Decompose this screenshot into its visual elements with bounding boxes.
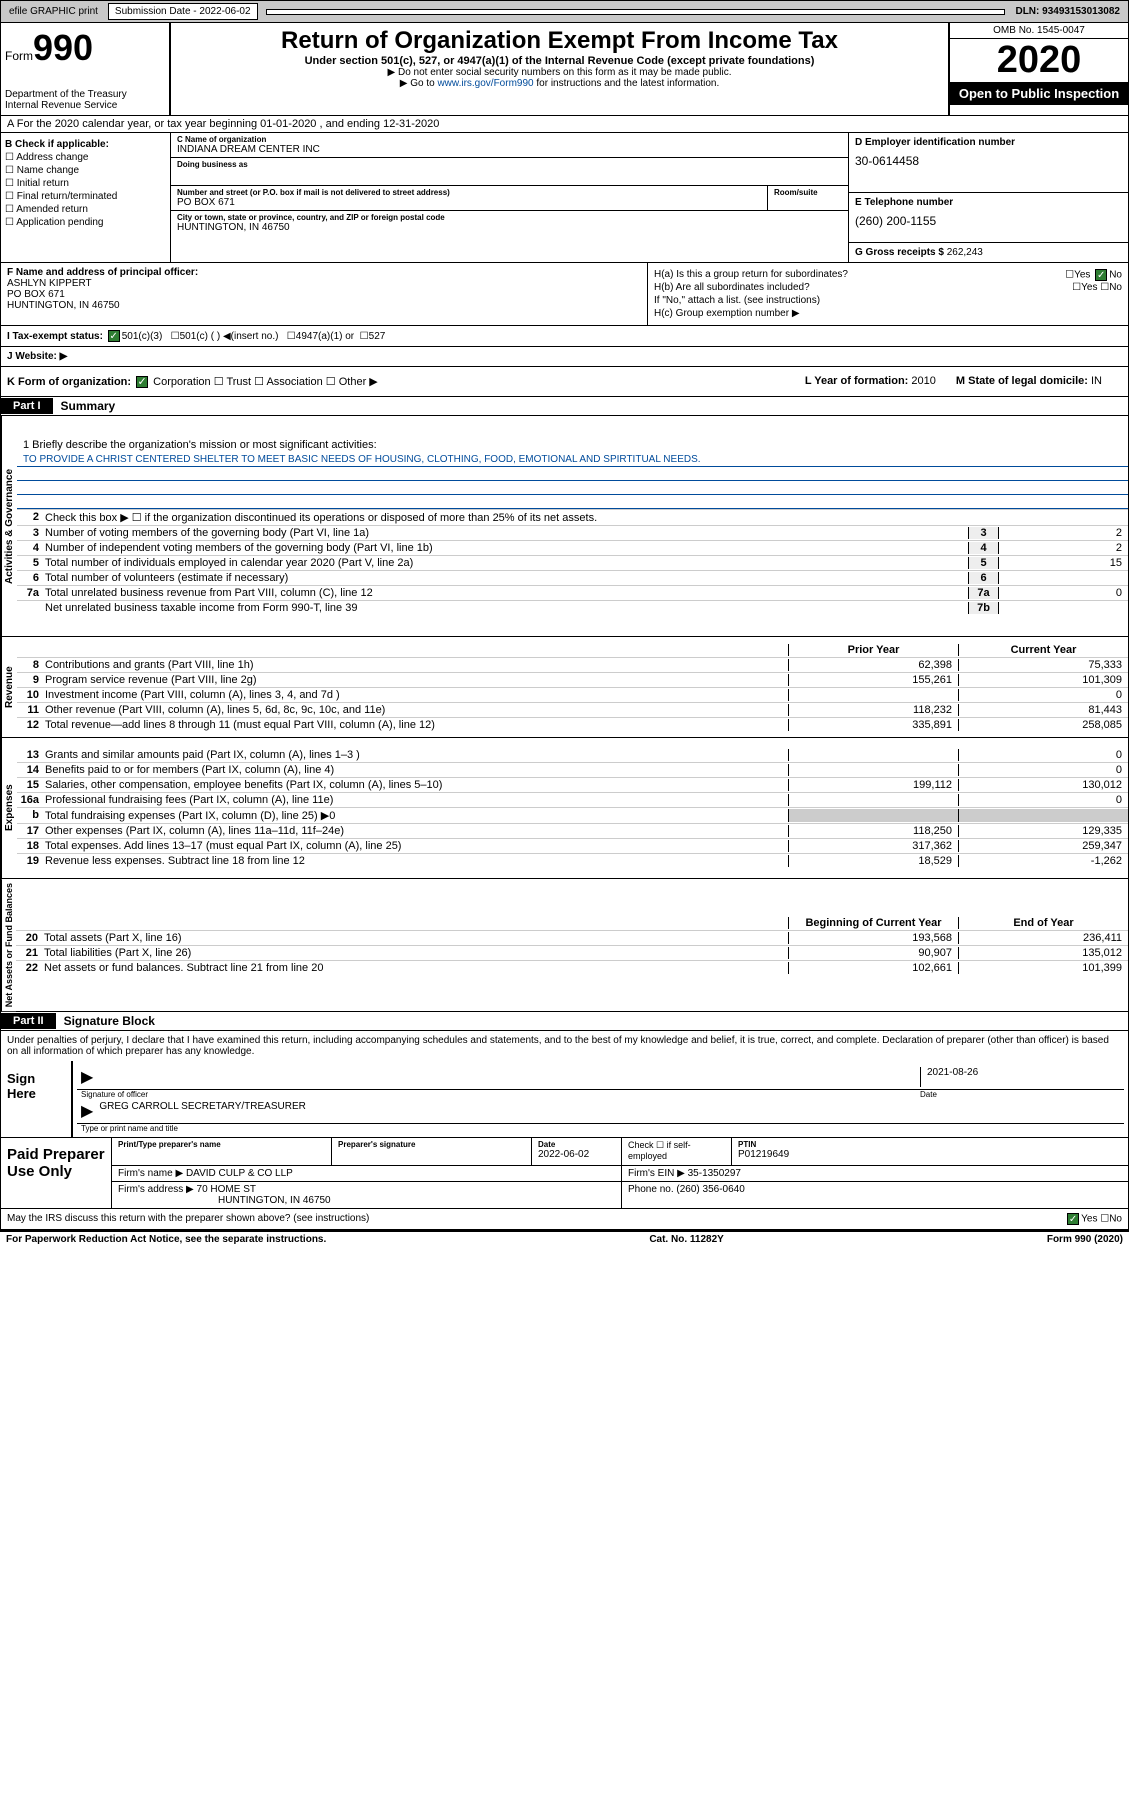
cb-final[interactable]: ☐ Final return/terminated: [5, 191, 166, 202]
arrow-icon: ▶: [81, 1067, 93, 1087]
blank-field: [266, 9, 1006, 15]
street: PO BOX 671: [177, 197, 761, 208]
mission-text: TO PROVIDE A CHRIST CENTERED SHELTER TO …: [17, 453, 1128, 467]
signature-block: Under penalties of perjury, I declare th…: [0, 1031, 1129, 1230]
sign-here-label: Sign Here: [1, 1061, 71, 1137]
page-footer: For Paperwork Reduction Act Notice, see …: [0, 1230, 1129, 1247]
org-name: INDIANA DREAM CENTER INC: [177, 144, 842, 155]
omb-number: OMB No. 1545-0047: [950, 23, 1128, 39]
no-checked-icon: ✓: [1095, 269, 1107, 281]
form-number: Form990: [5, 27, 165, 69]
paid-preparer: Paid Preparer Use Only Print/Type prepar…: [1, 1137, 1128, 1208]
na-tab: Net Assets or Fund Balances: [1, 879, 16, 1011]
col-h: H(a) Is this a group return for subordin…: [648, 263, 1128, 325]
discuss-row: May the IRS discuss this return with the…: [1, 1208, 1128, 1229]
public-inspection: Open to Public Inspection: [950, 82, 1128, 105]
exp-tab: Expenses: [1, 738, 17, 878]
note-1: ▶ Do not enter social security numbers o…: [175, 67, 944, 78]
dept-label: Department of the Treasury: [5, 89, 165, 100]
city: HUNTINGTON, IN 46750: [177, 222, 842, 233]
dba-box: Doing business as: [171, 158, 848, 186]
header-left: Form990 Department of the Treasury Inter…: [1, 23, 171, 115]
gross-receipts: G Gross receipts $ 262,243: [849, 243, 1128, 262]
header-right: OMB No. 1545-0047 2020 Open to Public In…: [948, 23, 1128, 115]
org-name-box: C Name of organization INDIANA DREAM CEN…: [171, 133, 848, 158]
phone-value: (260) 200-1155: [855, 214, 1122, 228]
col-f-officer: F Name and address of principal officer:…: [1, 263, 648, 325]
row-j-website: J Website: ▶: [0, 347, 1129, 367]
arrow-icon: ▶: [81, 1101, 93, 1121]
address-row: Number and street (or P.O. box if mail i…: [171, 186, 848, 235]
officer-signature: GREG CARROLL SECRETARY/TREASURER: [99, 1101, 306, 1121]
revenue-section: Revenue Prior YearCurrent Year 8Contribu…: [0, 637, 1129, 738]
yes-checked-icon: ✓: [1067, 1213, 1079, 1225]
col-c: C Name of organization INDIANA DREAM CEN…: [171, 133, 848, 262]
header-mid: Return of Organization Exempt From Incom…: [171, 23, 948, 115]
note-2: ▶ Go to www.irs.gov/Form990 for instruct…: [175, 78, 944, 89]
rev-tab: Revenue: [1, 637, 17, 737]
form990-link[interactable]: www.irs.gov/Form990: [437, 78, 533, 89]
cb-amended[interactable]: ☐ Amended return: [5, 204, 166, 215]
col-d-e-g: D Employer identification number 30-0614…: [848, 133, 1128, 262]
row-a-period: A For the 2020 calendar year, or tax yea…: [0, 116, 1129, 133]
501c3-checked-icon: ✓: [108, 330, 120, 342]
governance-section: Activities & Governance 1 Briefly descri…: [0, 416, 1129, 637]
top-bar: efile GRAPHIC print Submission Date - 20…: [0, 0, 1129, 23]
form-title: Return of Organization Exempt From Incom…: [175, 27, 944, 55]
irs-label: Internal Revenue Service: [5, 100, 165, 111]
cb-name[interactable]: ☐ Name change: [5, 165, 166, 176]
cb-address[interactable]: ☐ Address change: [5, 152, 166, 163]
corp-checked-icon: ✓: [136, 376, 148, 388]
cb-application[interactable]: ☐ Application pending: [5, 217, 166, 228]
row-i-tax-status: I Tax-exempt status: ✓ 501(c)(3) ☐ 501(c…: [0, 326, 1129, 347]
expenses-section: Expenses 13Grants and similar amounts pa…: [0, 738, 1129, 879]
submission-date: Submission Date - 2022-06-02: [108, 3, 258, 20]
cb-initial[interactable]: ☐ Initial return: [5, 178, 166, 189]
section-f-h: F Name and address of principal officer:…: [0, 263, 1129, 326]
officer-name: ASHLYN KIPPERT: [7, 278, 641, 289]
part1-header: Part I Summary: [0, 397, 1129, 416]
efile-label[interactable]: efile GRAPHIC print: [3, 4, 104, 19]
col-b-checkboxes: B Check if applicable: ☐ Address change …: [1, 133, 171, 262]
form-header: Form990 Department of the Treasury Inter…: [0, 23, 1129, 116]
phone-box: E Telephone number (260) 200-1155: [849, 193, 1128, 243]
b-label: B Check if applicable:: [5, 139, 166, 150]
perjury-declaration: Under penalties of perjury, I declare th…: [1, 1031, 1128, 1061]
gov-tab: Activities & Governance: [1, 416, 17, 636]
section-b-to-g: B Check if applicable: ☐ Address change …: [0, 133, 1129, 263]
netassets-section: Net Assets or Fund Balances Beginning of…: [0, 879, 1129, 1012]
ein-box: D Employer identification number 30-0614…: [849, 133, 1128, 193]
dln: DLN: 93493153013082: [1009, 4, 1126, 19]
form-subtitle: Under section 501(c), 527, or 4947(a)(1)…: [175, 55, 944, 67]
row-klm: K Form of organization: ✓ Corporation ☐ …: [0, 367, 1129, 397]
tax-year: 2020: [950, 39, 1128, 82]
part2-header: Part II Signature Block: [0, 1012, 1129, 1031]
ein-value: 30-0614458: [855, 154, 1122, 168]
